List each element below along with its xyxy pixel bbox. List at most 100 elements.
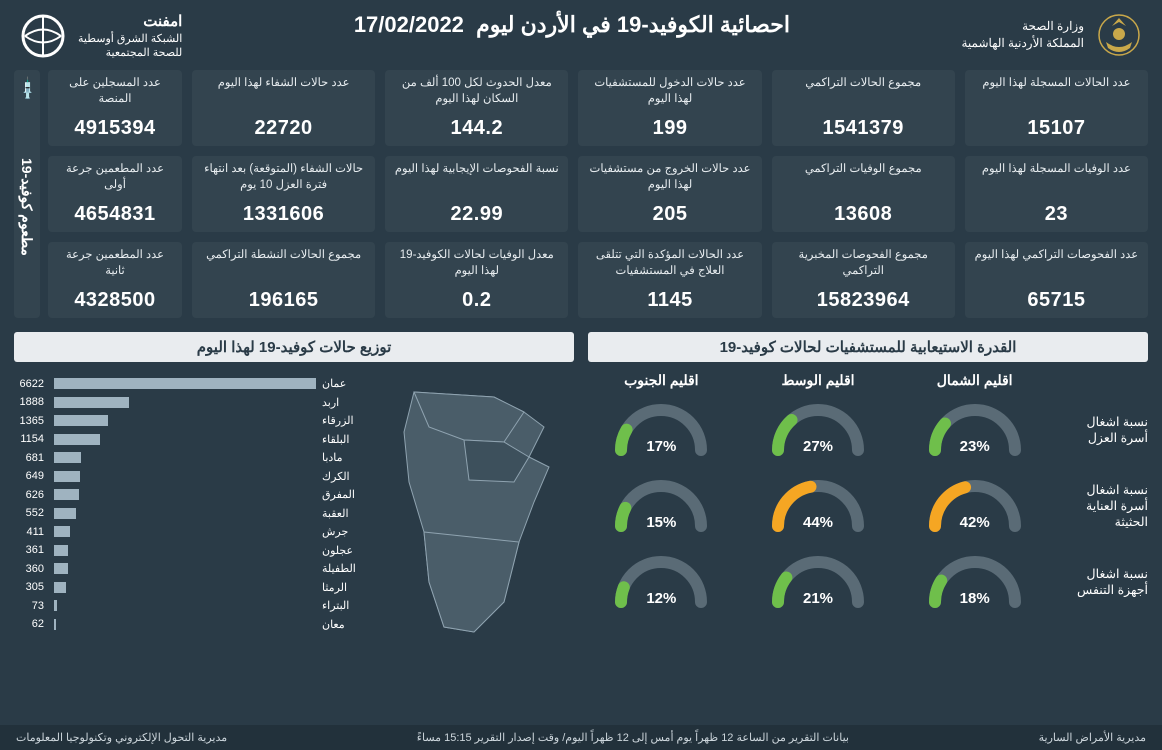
region-header: اقليم الوسط [745,372,892,389]
org-block: امفنت الشبكة الشرق أوسطية للصحة المجتمعي… [20,12,182,60]
region-header: اقليم الشمال [901,372,1048,389]
stat-label: عدد حالات الدخول للمستشفيات لهذا اليوم [586,76,753,107]
bar-value: 360 [14,563,48,575]
stat-card: مجموع الوفيات التراكمي 13608 [772,156,955,232]
bar-row: عجلون 361 [14,543,364,558]
bar-label: الرمثا [322,581,364,594]
stat-card: عدد الحالات المؤكدة التي تتلقى العلاج في… [578,242,761,318]
bar-value: 6622 [14,378,48,390]
stat-label: معدل الوفيات لحالات الكوفيد-19 لهذا اليو… [393,248,560,279]
gauge-value: 23% [960,438,990,455]
stat-card: مجموع الحالات التراكمي1541379 [772,70,955,146]
bar-row: جرش411 [14,524,364,539]
stat-value: 1145 [647,289,692,312]
stat-card: معدل الوفيات لحالات الكوفيد-19 لهذا اليو… [385,242,568,318]
stat-value: 15107 [1027,117,1085,140]
bar-row: العقبة552 [14,506,364,521]
gauge-row-label: نسبة اشغال أسرة العناية الحثيثة [1058,482,1148,531]
org-logo-icon [20,13,66,59]
bar-row: الرمثا305 [14,580,364,595]
bar-label: معان [322,618,364,631]
gauge-value: 12% [646,590,676,607]
gauge-value: 15% [646,514,676,531]
gauge: 42% [901,471,1048,541]
footer-left: مديرية التحول الإلكتروني وتكنولوجيا المع… [16,731,227,744]
stat-label: عدد الحالات المسجلة لهذا اليوم [982,76,1130,92]
bar-row: البلقاء1154 [14,432,364,447]
stat-label: مجموع الحالات التراكمي [805,76,921,92]
stat-card: مجموع الفحوصات المخبرية التراكمي15823964 [772,242,955,318]
capacity-panel: القدرة الاستيعابية للمستشفيات لحالات كوف… [588,332,1148,642]
stat-card: عدد المطعمين جرعة أولى4654831 [48,156,182,232]
gauge-value: 17% [646,438,676,455]
stat-value: 205 [653,203,688,226]
stat-card: حالات الشفاء (المتوقعة) بعد انتهاء فترة … [192,156,375,232]
bar-row: مادبا681 [14,450,364,465]
gauge: 17% [588,395,735,465]
stat-value: 13608 [834,203,892,226]
page-title: احصائية الكوفيد-19 في الأردن ليوم 17/02/… [182,12,961,38]
stat-card: عدد الحالات المسجلة لهذا اليوم 15107 [965,70,1148,146]
stat-value: 4654831 [74,203,155,226]
stat-card: عدد الوفيات المسجلة لهذا اليوم23 [965,156,1148,232]
bar-label: الطفيلة [322,562,364,575]
bar-label: اربد [322,396,364,409]
stats-grid: عدد الحالات المسجلة لهذا اليوم 15107 مجموع… [192,70,1148,318]
bar-row: عمان6622 [14,376,364,391]
stat-value: 0.2 [462,289,491,312]
header: وزارة الصحة المملكة الأردنية الهاشمية اح… [14,12,1148,70]
stat-label: عدد المطعمين جرعة ثانية [56,248,174,279]
stat-card: عدد حالات الشفاء لهذا اليوم 22720 [192,70,375,146]
bar-value: 1154 [14,433,48,445]
bar-value: 1365 [14,415,48,427]
gauge: 15% [588,471,735,541]
bar-label: العقبة [322,507,364,520]
stat-label: عدد المسجلين على المنصة [56,76,174,107]
gauge: 21% [745,547,892,617]
region-header: اقليم الجنوب [588,372,735,389]
stat-label: معدل الحدوث لكل 100 ألف من السكان لهذا ا… [393,76,560,107]
bar-value: 1888 [14,396,48,408]
stat-label: مجموع الوفيات التراكمي [805,162,922,178]
gauge-value: 27% [803,438,833,455]
gauge-value: 42% [960,514,990,531]
stat-card: عدد الفحوصات التراكمي لهذا اليوم65715 [965,242,1148,318]
footer-right: مديرية الأمراض السارية [1039,731,1146,744]
stat-label: مجموع الفحوصات المخبرية التراكمي [780,248,947,279]
bar-label: عجلون [322,544,364,557]
stat-value: 199 [653,117,688,140]
stat-card: عدد المطعمين جرعة ثانية4328500 [48,242,182,318]
stat-label: مجموع الحالات النشطة التراكمي [206,248,361,264]
bar-row: الطفيلة 360 [14,561,364,576]
bar-value: 62 [14,618,48,630]
bar-value: 361 [14,544,48,556]
gauge: 12% [588,547,735,617]
footer-center: بيانات التقرير من الساعة 12 ظهراً يوم أم… [417,731,849,744]
vaccine-tab: 💉مطعوم كوفيد-19 [14,70,40,318]
ministry-name: وزارة الصحة [961,18,1084,35]
gauge-value: 18% [960,590,990,607]
stat-value: 144.2 [451,117,504,140]
gauge-row-label: نسبة اشغال أسرة العزل [1058,414,1148,447]
gauge: 23% [901,395,1048,465]
stat-value: 4915394 [74,117,155,140]
bar-value: 626 [14,489,48,501]
stat-card: نسبة الفحوصات الإيجابية لهذا اليوم22.99 [385,156,568,232]
stat-label: عدد حالات الشفاء لهذا اليوم [218,76,350,92]
stat-label: نسبة الفحوصات الإيجابية لهذا اليوم [395,162,559,178]
bar-value: 649 [14,470,48,482]
stat-value: 23 [1045,203,1068,226]
bar-label: الزرقاء [322,414,364,427]
stat-label: حالات الشفاء (المتوقعة) بعد انتهاء فترة … [200,162,367,193]
bar-label: جرش [322,525,364,538]
kingdom-name: المملكة الأردنية الهاشمية [961,35,1084,52]
org-name: امفنت [78,12,182,32]
vaccine-sidebar: عدد المسجلين على المنصة 4915394 عدد المطعم… [14,70,182,318]
capacity-title: القدرة الاستيعابية للمستشفيات لحالات كوف… [588,332,1148,362]
stat-value: 22720 [255,117,313,140]
stat-value: 196165 [249,289,319,312]
jordan-map-icon [374,372,574,642]
bar-value: 73 [14,600,48,612]
bar-row: الكرك649 [14,469,364,484]
ministry-block: وزارة الصحة المملكة الأردنية الهاشمية [961,12,1142,58]
